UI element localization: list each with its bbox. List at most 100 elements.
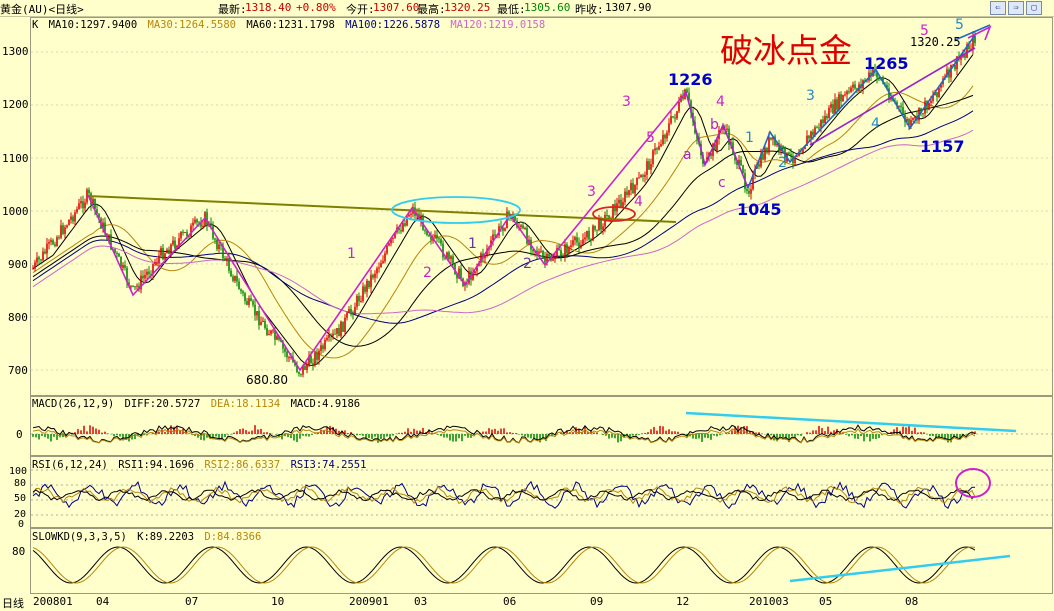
candle-body (594, 225, 596, 230)
candlesticks[interactable] (32, 31, 976, 378)
rsi-y-tick-50: 50 (14, 493, 27, 504)
kd-divergence-line (789, 554, 1011, 583)
candle-body (728, 128, 730, 145)
candle-body (260, 321, 262, 326)
candle-body (126, 267, 128, 283)
candle-body (472, 273, 474, 280)
headline-text: 破冰点金 (720, 31, 852, 70)
candle-body (114, 248, 116, 254)
candle-body (88, 189, 90, 194)
candle-body (908, 118, 910, 127)
candle-body (282, 341, 284, 349)
candle-body (378, 267, 380, 269)
candle-body (672, 116, 674, 118)
price-1226-label: 1226 (668, 70, 713, 89)
candle-body (60, 225, 62, 238)
candle-body (164, 253, 166, 260)
candle-body (524, 227, 526, 229)
candle-body (854, 84, 856, 89)
candle-body (742, 165, 744, 174)
candle-body (404, 223, 406, 226)
candle-body (590, 239, 592, 241)
candle-body (638, 177, 640, 179)
candle-body (500, 226, 502, 228)
candle-body (94, 198, 96, 210)
candle-body (42, 251, 44, 261)
low-value: 1305.60 (524, 1, 571, 14)
candle-body (296, 365, 298, 372)
candle-body (556, 248, 558, 258)
candle-body (300, 373, 302, 375)
prev-close-value: 1307.90 (605, 1, 652, 14)
restore-button[interactable]: ▢ (1026, 1, 1042, 15)
candle-body (172, 240, 174, 245)
candle-body (52, 240, 54, 245)
candle-body (536, 250, 538, 254)
ma120-label: MA120:1219.0158 (450, 19, 546, 31)
macd-value: MACD:4.9186 (290, 398, 361, 410)
candle-body (438, 238, 440, 240)
candle-body (776, 143, 778, 146)
candle-body (678, 101, 680, 112)
candle-body (956, 56, 958, 70)
candle-body (650, 164, 652, 170)
candle-body (646, 161, 648, 175)
rsi-y-tick-80: 80 (14, 478, 27, 489)
candle-body (548, 253, 550, 257)
prev-arrow-button[interactable]: ⇐ (990, 1, 1006, 15)
candle-body (366, 280, 368, 292)
candle-body (426, 230, 428, 236)
candle-body (338, 328, 340, 337)
candle-body (74, 212, 76, 222)
candle-body (634, 185, 636, 194)
candle-body (974, 35, 976, 44)
upper-channel-line (809, 47, 976, 146)
candle-body (110, 234, 112, 250)
candle-body (80, 201, 82, 204)
candle-body (902, 107, 904, 115)
candle-body (888, 88, 890, 100)
candle-body (618, 199, 620, 204)
resistance-trendline (87, 195, 677, 223)
candle-body (358, 296, 360, 302)
candle-body (62, 225, 64, 234)
candle-body (824, 116, 826, 124)
candle-body (726, 128, 728, 130)
candle-body (198, 222, 200, 224)
candle-body (648, 161, 650, 170)
ma120-line (32, 129, 974, 315)
ma100-line (32, 110, 974, 324)
candle-body (686, 89, 688, 93)
candle-body (456, 274, 458, 279)
candle-body (406, 216, 408, 226)
candle-body (142, 275, 144, 279)
candle-body (294, 362, 296, 366)
candle-body (906, 118, 908, 122)
red-ellipse (592, 206, 636, 222)
candle-body (826, 116, 828, 119)
candle-body (588, 230, 590, 240)
candle-body (768, 137, 770, 153)
candle-body (834, 99, 836, 114)
candle-body (504, 228, 506, 231)
candle-body (424, 230, 426, 232)
rsi-line (32, 488, 976, 502)
candle-body (44, 251, 46, 254)
candle-body (162, 247, 164, 260)
next-arrow-button[interactable]: ⇒ (1008, 1, 1024, 15)
cyan-ellipse (391, 196, 521, 224)
candle-body (144, 274, 146, 279)
candle-body (116, 253, 118, 255)
candle-body (352, 312, 354, 315)
rsi-lines (32, 480, 976, 510)
candle-body (812, 131, 814, 136)
candle-body (170, 244, 172, 255)
candle-body (740, 159, 742, 166)
candle-body (252, 300, 254, 305)
candle-body (940, 84, 942, 88)
candle-body (926, 101, 928, 110)
candle-body (210, 223, 212, 226)
candle-body (56, 237, 58, 246)
candle-body (218, 244, 220, 250)
candle-body (928, 102, 930, 110)
